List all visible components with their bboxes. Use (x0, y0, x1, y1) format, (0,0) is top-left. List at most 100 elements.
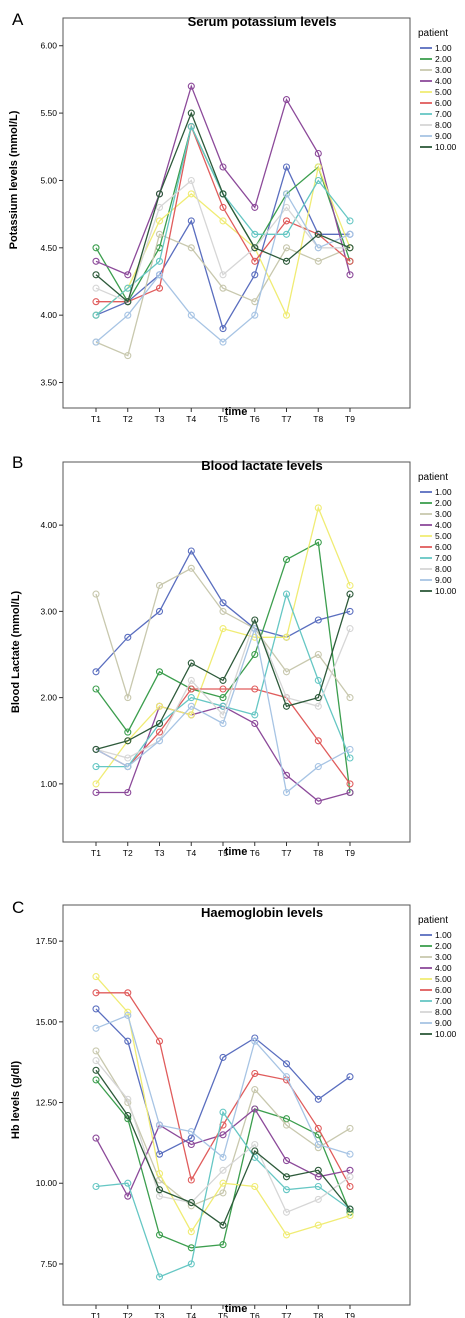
legend-label: 7.00 (435, 109, 452, 119)
series-line (95, 505, 351, 785)
series-line (95, 165, 350, 331)
data-point (187, 109, 195, 117)
series-line (95, 111, 351, 303)
legend-entry: 8.00 (420, 120, 452, 130)
data-point (187, 244, 195, 252)
data-point (155, 581, 164, 590)
legend-entry: 6.00 (420, 542, 452, 552)
series-line (95, 1079, 351, 1249)
chart-frame (62, 904, 411, 1306)
series-9.00 (92, 1011, 354, 1161)
data-point (92, 284, 100, 292)
data-point (155, 607, 164, 615)
data-point (92, 763, 100, 771)
data-point (282, 96, 291, 104)
legend-label: 5.00 (435, 87, 452, 97)
x-axis-label: time (225, 406, 248, 418)
data-point (346, 1205, 354, 1213)
series-line (95, 626, 351, 794)
data-point (314, 257, 322, 265)
data-point (155, 1037, 164, 1045)
series-4.00 (92, 82, 354, 279)
y-tick-label: 17.50 (36, 936, 58, 946)
data-point (92, 311, 100, 319)
legend-entry: 7.00 (420, 109, 452, 119)
data-point (346, 1150, 354, 1158)
data-point (346, 244, 354, 252)
data-point (124, 298, 132, 306)
data-point (314, 1182, 322, 1191)
data-point (187, 190, 195, 198)
data-point (282, 788, 291, 797)
panel-letter: A (12, 10, 24, 29)
x-tick-label: T1 (91, 848, 101, 858)
data-point (124, 311, 132, 319)
y-tick-label: 4.50 (40, 243, 57, 253)
data-point (251, 257, 259, 265)
data-point (219, 1131, 227, 1139)
data-point (314, 737, 322, 745)
data-point (219, 719, 227, 728)
data-point (314, 1140, 322, 1149)
series-line (95, 567, 351, 700)
legend-entry: 10.00 (420, 142, 457, 152)
data-point (124, 1037, 132, 1045)
data-point (314, 1124, 322, 1132)
chart-panel-a: A Serum potassium levels 3.50 4.00 4.50 5.00 5… (8, 10, 457, 424)
legend-label: 1.00 (435, 487, 452, 497)
data-point (219, 325, 227, 333)
data-point (124, 728, 132, 736)
data-point (314, 230, 322, 238)
y-tick-label: 15.00 (36, 1017, 58, 1027)
legend-entry: 4.00 (420, 76, 452, 86)
data-point (346, 607, 354, 615)
series-9.00 (92, 190, 354, 346)
data-point (251, 685, 259, 693)
data-point (92, 973, 100, 981)
data-point (124, 1011, 132, 1019)
data-point (124, 1179, 132, 1187)
legend-entry: 4.00 (420, 520, 452, 530)
legend-entry: 8.00 (420, 564, 452, 574)
y-tick-label: 12.50 (36, 1098, 58, 1108)
x-tick-label: T8 (313, 414, 323, 424)
data-point (92, 788, 100, 797)
legend-label: 6.00 (435, 985, 452, 995)
data-point (219, 1108, 227, 1116)
data-point (92, 1134, 100, 1142)
legend-label: 10.00 (435, 586, 457, 596)
data-point (346, 581, 354, 590)
data-point (92, 780, 100, 788)
y-tick-label: 3.50 (40, 378, 57, 388)
series-line (95, 541, 351, 793)
data-point (155, 190, 164, 198)
data-point (251, 1105, 259, 1113)
data-point (251, 230, 259, 238)
data-point (155, 203, 164, 211)
data-point (346, 694, 354, 702)
legend-title: patient (418, 915, 448, 926)
legend-entry: 7.00 (420, 553, 452, 563)
data-point (92, 590, 100, 598)
data-point (155, 737, 164, 745)
data-point (346, 271, 354, 279)
data-point (314, 797, 322, 805)
data-point (251, 650, 259, 659)
x-tick-label: T4 (186, 848, 196, 858)
legend-entry: 3.00 (420, 65, 452, 75)
data-point (314, 1221, 322, 1229)
data-point (346, 625, 354, 633)
data-point (124, 788, 132, 797)
data-point (187, 1176, 195, 1184)
data-point (251, 616, 259, 624)
data-point (346, 1124, 354, 1132)
data-point (187, 311, 195, 319)
data-point (155, 217, 164, 225)
data-point (282, 163, 291, 171)
data-point (124, 352, 132, 360)
data-point (219, 599, 227, 607)
data-point (124, 271, 132, 279)
data-point (124, 633, 132, 641)
data-point (124, 989, 132, 997)
x-tick-label: T5 (218, 848, 228, 858)
